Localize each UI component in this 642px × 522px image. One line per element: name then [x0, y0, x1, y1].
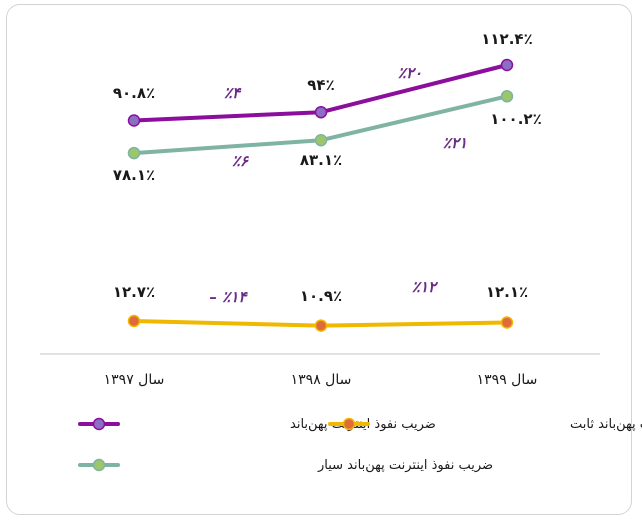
data-point: [500, 58, 514, 72]
data-label: ۷۸.۱٪: [113, 166, 155, 184]
data-point: [500, 316, 514, 329]
data-label: ۱۱۲.۴٪: [481, 30, 532, 48]
data-label: ۸۳.۱٪: [300, 151, 342, 169]
data-point: [314, 105, 328, 119]
data-label: ۱۰۰.۲٪: [490, 110, 541, 128]
data-label: ۹۴٪: [307, 76, 334, 94]
legend-marker: [342, 417, 356, 431]
x-tick-label: سال ۱۳۹۸: [291, 372, 352, 388]
data-point: [314, 319, 328, 332]
data-point: [314, 133, 328, 147]
data-label: ۹۰.۸٪: [113, 84, 155, 102]
data-label: ۱۲.۷٪: [113, 283, 155, 301]
change-label: ٪۲۰: [398, 64, 422, 82]
data-point: [127, 114, 141, 127]
x-tick-label: سال ۱۳۹۷: [104, 372, 165, 388]
change-label: ٪۱۲: [412, 278, 439, 296]
change-label: ٪۶: [232, 152, 249, 170]
data-point: [500, 90, 514, 103]
data-point: [127, 314, 141, 328]
data-label: ۱۰.۹٪: [300, 287, 342, 305]
chart-frame: [6, 4, 632, 515]
change-label: ٪۲۱: [443, 134, 467, 152]
legend-label: ضریب نفوذ اینترنت پهن‌باند سیار: [317, 458, 493, 473]
x-tick-label: سال ۱۳۹۹: [477, 372, 538, 388]
change-label: ٪۱۴ –: [210, 288, 249, 306]
legend-marker: [92, 417, 106, 431]
change-label: ٪۴: [224, 84, 242, 102]
data-label: ۱۲.۱٪: [486, 283, 528, 301]
data-point: [127, 146, 141, 160]
legend-label: ضریب نفوذ اینترنت پهن‌باند ثابت: [570, 417, 642, 432]
legend-marker: [92, 458, 106, 472]
